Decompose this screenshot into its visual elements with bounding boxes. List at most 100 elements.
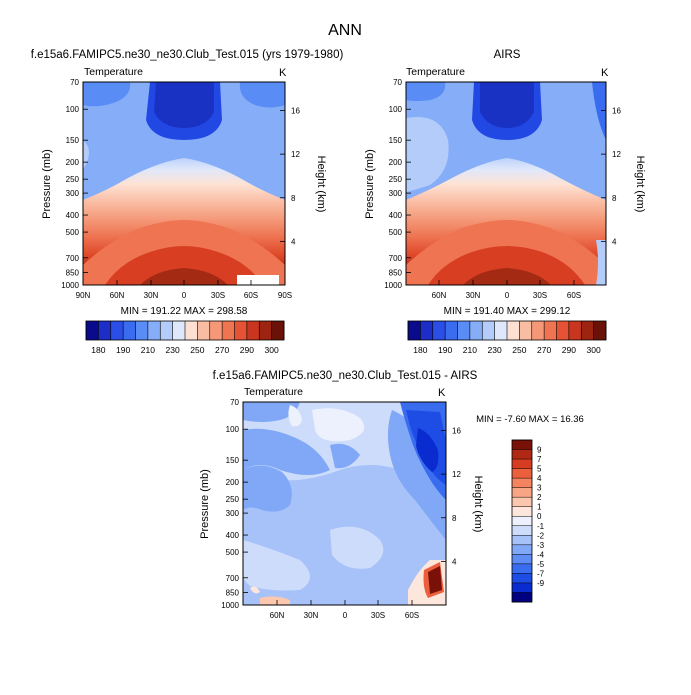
colorbar-label: 270 <box>215 345 229 355</box>
panel-obs: AIRS Temperature K Pressure (mb) Height … <box>364 49 646 355</box>
colorbar-label: 210 <box>141 345 155 355</box>
panel-obs-y2label: Height (km) <box>634 156 646 213</box>
y2-tick-label: 16 <box>452 427 461 436</box>
y-tick-label: 150 <box>226 456 240 465</box>
colorbar-swatch <box>512 592 532 603</box>
colorbar-swatch <box>185 321 198 340</box>
y-tick-label: 1000 <box>384 281 402 290</box>
y-tick-label: 700 <box>226 574 240 583</box>
panel-diff-ylabel: Pressure (mb) <box>199 469 211 539</box>
y2-tick-label: 16 <box>612 107 621 116</box>
colorbar-label: 290 <box>240 345 254 355</box>
colorbar-label: 180 <box>91 345 105 355</box>
x-tick-label: 90S <box>278 291 292 300</box>
x-tick-label: 60S <box>244 291 258 300</box>
colorbar-swatch <box>482 321 495 340</box>
colorbar-swatch <box>544 321 557 340</box>
colorbar-label: 5 <box>537 465 542 474</box>
colorbar-swatch <box>512 487 532 498</box>
y-tick-label: 700 <box>66 254 80 263</box>
colorbar-label: -9 <box>537 579 545 588</box>
colorbar-swatch <box>271 321 285 340</box>
x-tick-label: 0 <box>182 291 187 300</box>
panel-model-stats: MIN = 191.22 MAX = 298.58 <box>121 306 248 317</box>
y-tick-label: 70 <box>230 398 239 407</box>
x-tick-label: 0 <box>505 291 510 300</box>
panel-diff: f.e15a6.FAMIPC5.ne30_ne30.Club_Test.015 … <box>199 370 584 620</box>
colorbar-swatch <box>172 321 186 340</box>
x-tick-label: 60S <box>405 611 419 620</box>
colorbar-label: 230 <box>166 345 180 355</box>
colorbar-label: 3 <box>537 484 542 493</box>
panel-obs-left-label: Temperature <box>406 66 465 78</box>
panel-model-title: f.e15a6.FAMIPC5.ne30_ne30.Club_Test.015 … <box>31 49 344 61</box>
colorbar-label: -7 <box>537 569 545 578</box>
y-tick-label: 700 <box>389 254 403 263</box>
y-tick-label: 300 <box>226 509 240 518</box>
x-tick-label: 60S <box>567 291 581 300</box>
colorbar-frame <box>85 320 285 341</box>
y2-tick-label: 8 <box>452 514 457 523</box>
y-tick-label: 150 <box>66 136 80 145</box>
y-tick-label: 200 <box>389 158 403 167</box>
y-tick-label: 400 <box>389 211 403 220</box>
colorbar-swatch <box>512 525 532 536</box>
colorbar-swatch <box>512 478 532 488</box>
colorbar-swatch <box>445 321 458 340</box>
panel-obs-field <box>405 81 607 286</box>
colorbar-swatch <box>469 321 483 340</box>
panel-diff-title: f.e15a6.FAMIPC5.ne30_ne30.Club_Test.015 … <box>213 370 478 382</box>
colorbar-swatch <box>593 321 607 340</box>
colorbar-swatch <box>512 440 532 450</box>
colorbar-label: 4 <box>537 474 542 483</box>
y2-tick-label: 4 <box>612 237 617 246</box>
x-tick-label: 30N <box>144 291 159 300</box>
colorbar-label: 2 <box>537 493 542 502</box>
colorbar-swatch <box>246 321 260 340</box>
colorbar-label: 300 <box>265 345 279 355</box>
x-tick-label: 0 <box>343 611 348 620</box>
colorbar-label: -1 <box>537 522 545 531</box>
colorbar-swatch <box>110 321 124 340</box>
colorbar-swatch <box>512 459 532 469</box>
colorbar-label: 290 <box>562 345 576 355</box>
colorbar-swatch <box>512 506 532 517</box>
y-tick-label: 500 <box>226 548 240 557</box>
y-tick-label: 100 <box>66 105 80 114</box>
colorbar-swatch <box>512 573 532 584</box>
y2-tick-label: 12 <box>612 150 621 159</box>
panel-model-left-label: Temperature <box>84 66 143 78</box>
colorbar-label: -2 <box>537 531 545 540</box>
panel-model-right-label: K <box>279 67 287 79</box>
colorbar-swatch <box>222 321 235 340</box>
colorbar-swatch <box>568 321 582 340</box>
x-tick-label: 30S <box>533 291 547 300</box>
y-tick-label: 500 <box>389 228 403 237</box>
colorbar-swatch <box>512 468 532 479</box>
y-tick-label: 500 <box>66 228 80 237</box>
colorbar-frame <box>407 320 607 341</box>
x-tick-label: 60N <box>432 291 447 300</box>
colorbar-label: -5 <box>537 560 545 569</box>
colorbar-swatch <box>135 321 149 340</box>
colorbar-label: 210 <box>463 345 477 355</box>
colorbar-label: 180 <box>413 345 427 355</box>
colorbar-label: 190 <box>116 345 130 355</box>
colorbar-swatch <box>147 321 161 340</box>
y-tick-label: 850 <box>389 269 403 278</box>
colorbar-label: 1 <box>537 503 542 512</box>
colorbar-label: 7 <box>537 455 542 464</box>
colorbar-label: 190 <box>438 345 452 355</box>
colorbar-swatch <box>432 321 446 340</box>
colorbar-label: 300 <box>587 345 601 355</box>
y-tick-label: 300 <box>389 189 403 198</box>
y-tick-label: 100 <box>389 105 403 114</box>
colorbar-swatch <box>531 321 545 340</box>
x-tick-label: 30N <box>466 291 481 300</box>
y-tick-label: 850 <box>66 269 80 278</box>
y2-tick-label: 16 <box>291 107 300 116</box>
y-tick-label: 250 <box>389 175 403 184</box>
x-tick-label: 30S <box>371 611 385 620</box>
colorbar-swatch <box>512 449 532 460</box>
